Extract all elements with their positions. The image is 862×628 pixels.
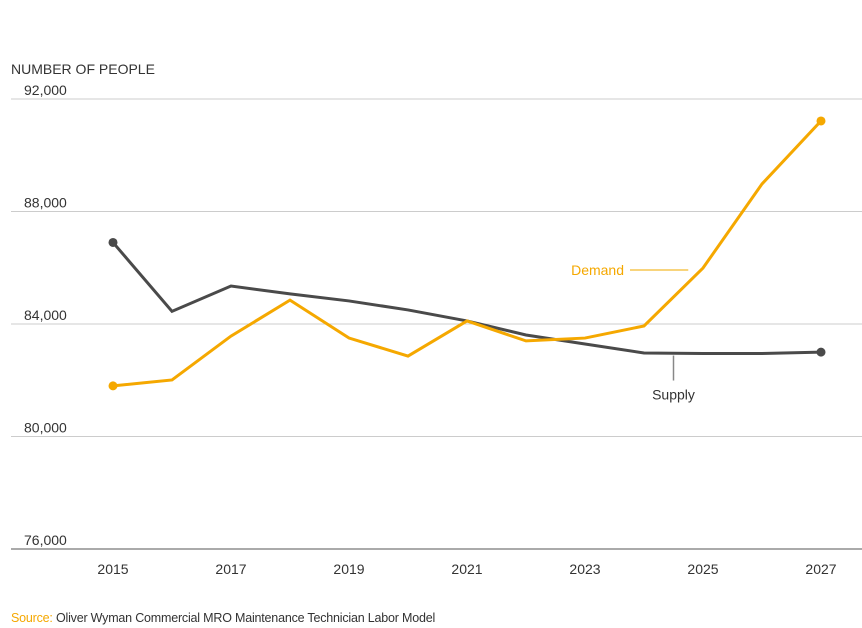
- y-tick-label: 88,000: [24, 195, 67, 211]
- source-label: Source:: [11, 611, 53, 625]
- y-tick-label: 76,000: [24, 532, 67, 548]
- endpoint-marker-supply: [108, 237, 118, 247]
- x-axis-ticks: 2015 2017 2019 2021 2023 2025 2027: [97, 561, 836, 577]
- endpoint-marker-demand: [816, 116, 826, 126]
- endpoint-marker-demand: [108, 381, 118, 391]
- line-chart: NUMBER OF PEOPLE 76,000 80,000 84,000 88,00…: [11, 61, 862, 577]
- x-tick-label: 2017: [215, 561, 246, 577]
- y-axis-ticks: 76,000 80,000 84,000 88,000 92,000: [24, 82, 67, 548]
- series-line-supply: [111, 241, 822, 356]
- x-tick-label: 2027: [805, 561, 836, 577]
- annotations: Demand Supply: [571, 262, 695, 403]
- series-lines: [108, 116, 826, 391]
- demand-label: Demand: [571, 262, 624, 278]
- supply-label: Supply: [652, 387, 695, 403]
- gridlines: [11, 98, 862, 550]
- endpoint-marker-supply: [816, 347, 826, 357]
- x-tick-label: 2015: [97, 561, 128, 577]
- source-note: Source: Oliver Wyman Commercial MRO Main…: [11, 611, 435, 625]
- x-tick-label: 2021: [451, 561, 482, 577]
- y-tick-label: 84,000: [24, 307, 67, 323]
- y-tick-label: 92,000: [24, 82, 67, 98]
- y-axis-title: NUMBER OF PEOPLE: [11, 61, 155, 77]
- source-text: Oliver Wyman Commercial MRO Maintenance …: [55, 611, 436, 625]
- x-tick-label: 2025: [687, 561, 718, 577]
- annotation-leaders: [630, 269, 689, 381]
- x-tick-label: 2023: [569, 561, 600, 577]
- series-line-demand: [112, 119, 823, 388]
- y-tick-label: 80,000: [24, 420, 67, 436]
- x-tick-label: 2019: [333, 561, 364, 577]
